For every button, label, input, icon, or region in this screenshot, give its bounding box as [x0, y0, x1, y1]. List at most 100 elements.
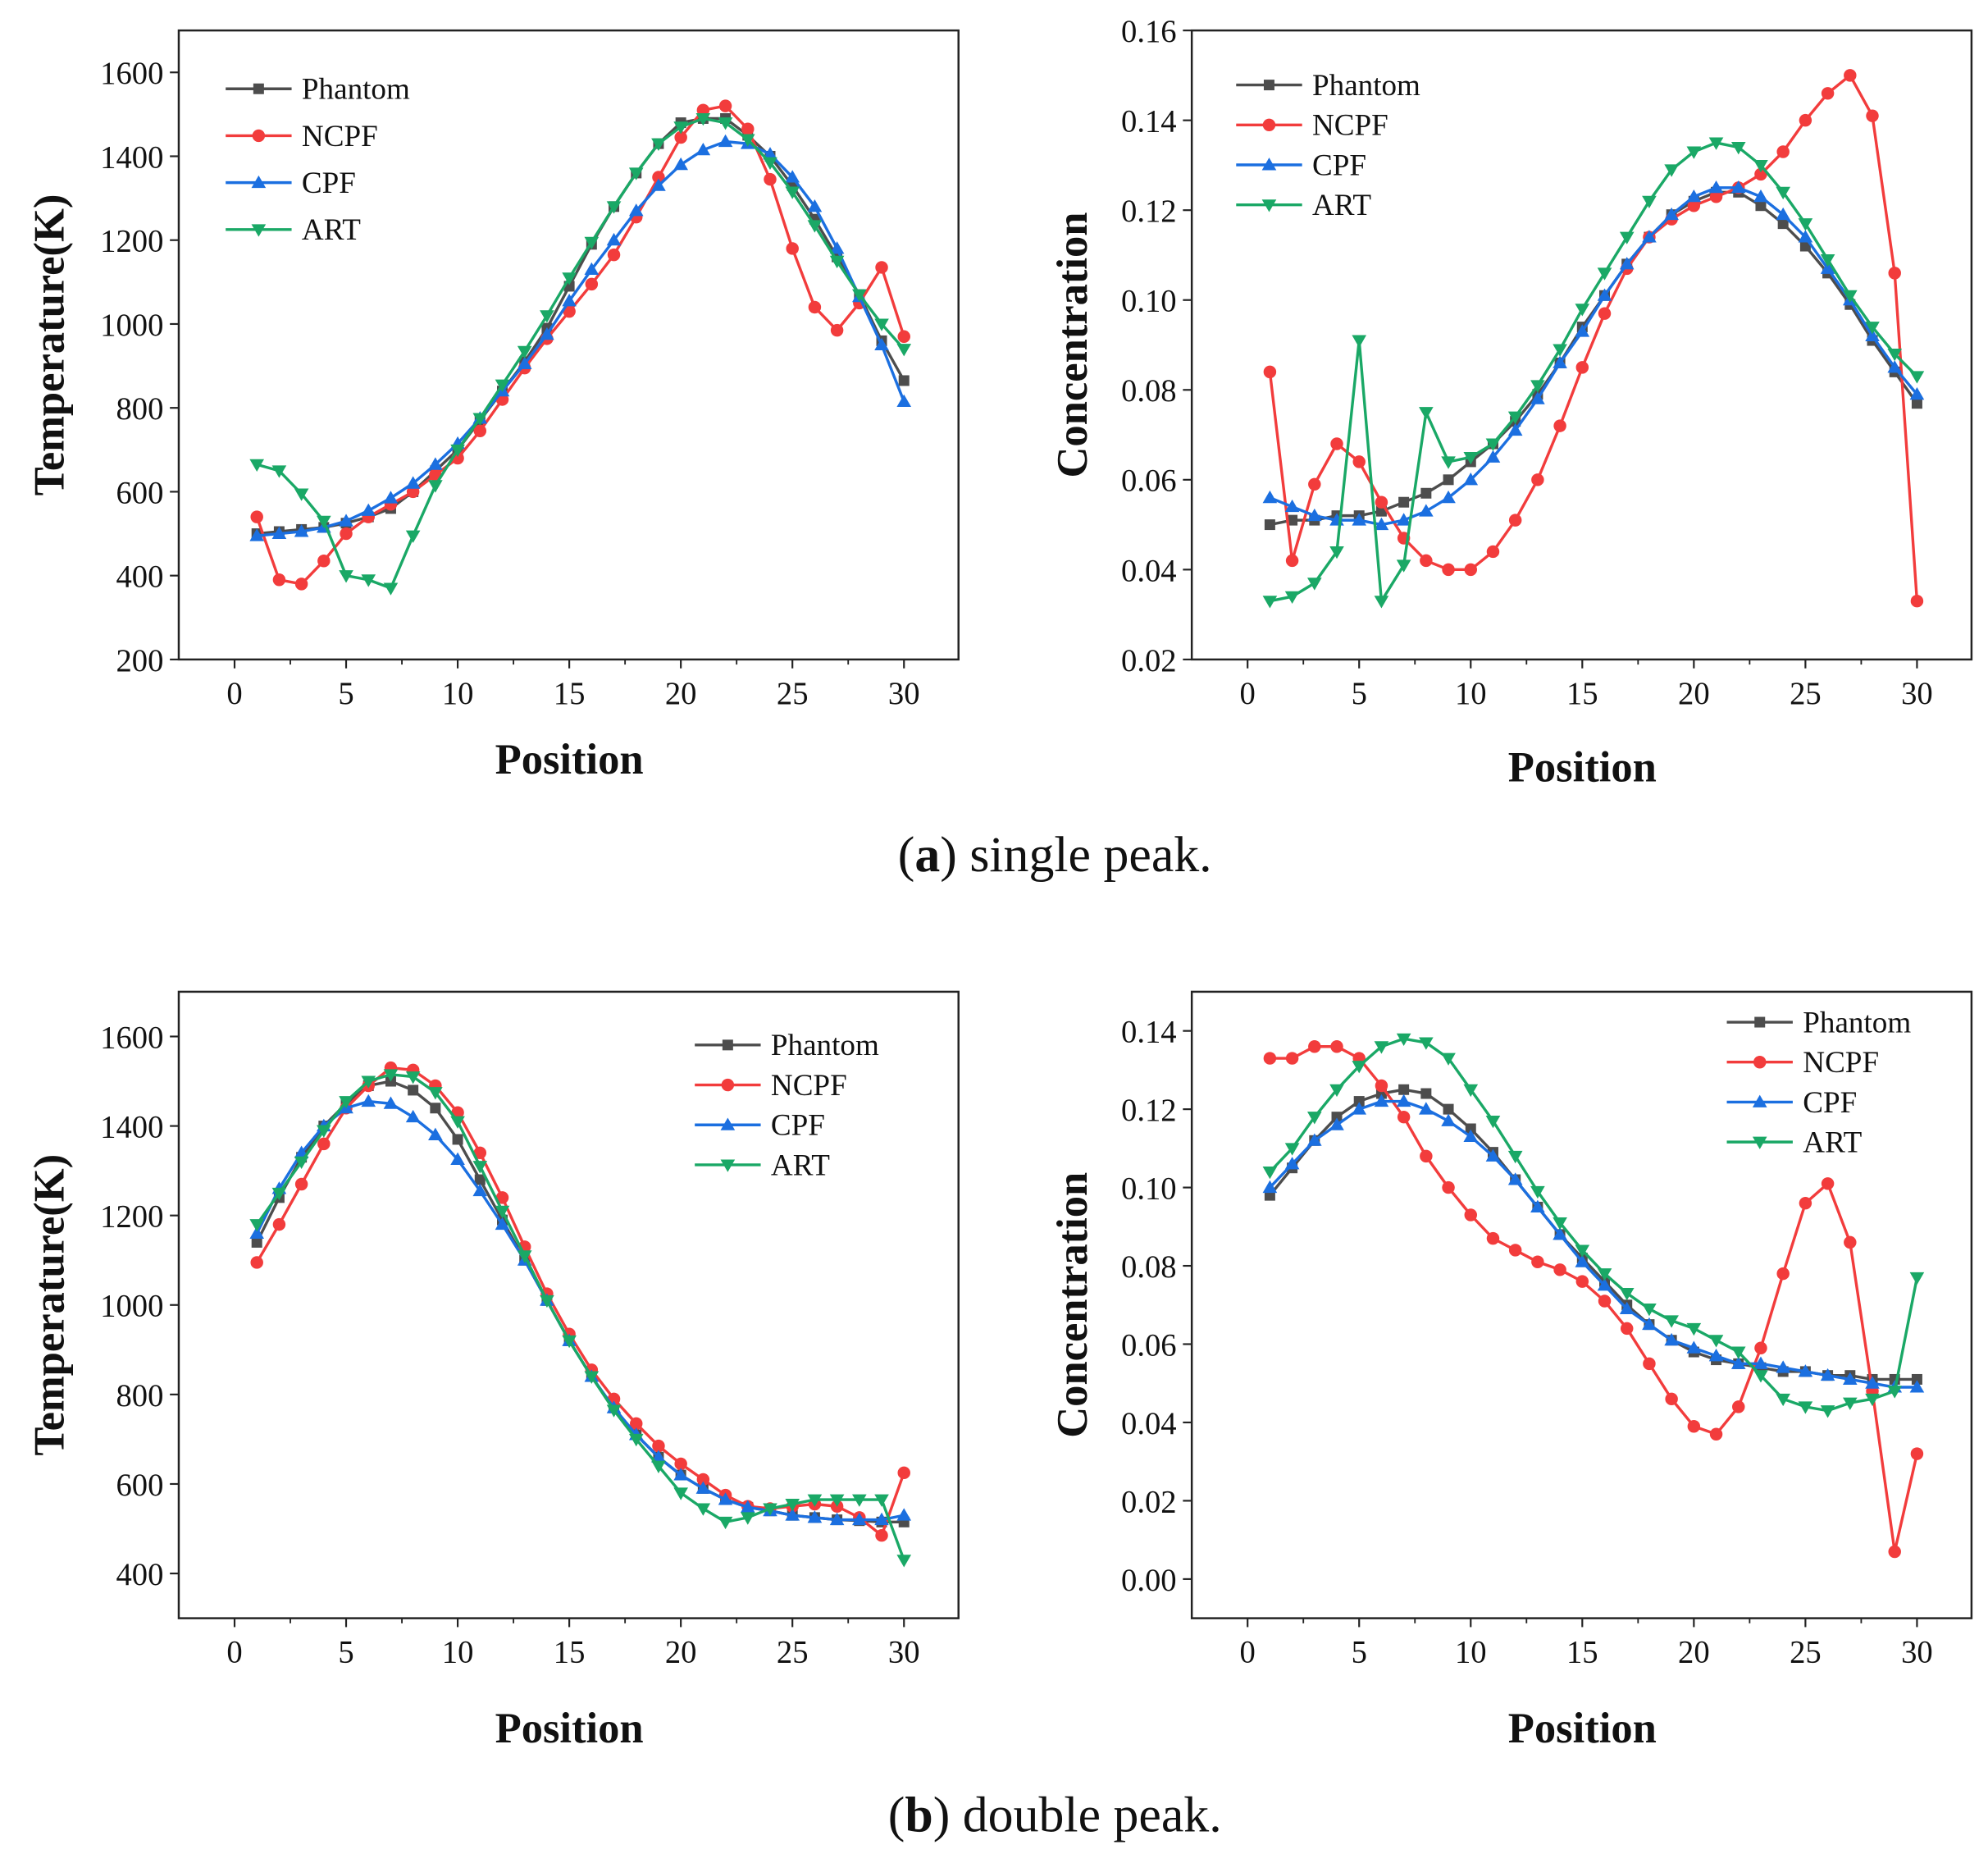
- data-point: [830, 323, 844, 337]
- data-point: [1530, 391, 1545, 404]
- y-tick-label: 1000: [100, 1290, 163, 1324]
- x-axis-label: Position: [1508, 1705, 1657, 1752]
- data-point: [1262, 1180, 1278, 1194]
- data-point: [294, 488, 309, 501]
- data-point: [1799, 1196, 1812, 1210]
- legend-label: Phantom: [1312, 69, 1420, 103]
- data-point: [696, 1473, 710, 1486]
- data-point: [808, 300, 822, 314]
- data-point: [1262, 1166, 1278, 1180]
- data-point: [1374, 596, 1389, 609]
- data-point: [1485, 450, 1501, 463]
- data-point: [495, 1191, 509, 1204]
- data-point: [250, 1256, 263, 1269]
- data-point: [1285, 554, 1299, 568]
- data-point: [785, 1508, 800, 1521]
- y-tick-label: 0.12: [1121, 1094, 1177, 1128]
- data-point: [1284, 1143, 1300, 1156]
- series-art: [249, 1069, 912, 1568]
- data-point: [1708, 137, 1724, 150]
- data-point: [1442, 1180, 1455, 1194]
- legend-marker: [1752, 1094, 1767, 1107]
- y-tick-label: 0.14: [1121, 105, 1177, 139]
- y-tick-label: 0.16: [1121, 15, 1177, 49]
- data-point: [1643, 1357, 1656, 1371]
- data-point: [763, 147, 777, 160]
- y-tick-label: 0.06: [1121, 1328, 1177, 1363]
- y-tick-label: 0.06: [1121, 464, 1177, 499]
- data-point: [1553, 1263, 1566, 1276]
- data-point: [1730, 1356, 1746, 1369]
- x-tick-label: 5: [1352, 677, 1367, 711]
- data-point: [1396, 1033, 1411, 1047]
- data-point: [1575, 1275, 1589, 1288]
- series-ncpf: [1263, 1040, 1924, 1559]
- data-point: [517, 1250, 532, 1263]
- data-point: [1306, 578, 1322, 591]
- x-tick-label: 15: [554, 677, 586, 711]
- data-point: [450, 1152, 465, 1165]
- data-point: [1620, 1322, 1634, 1336]
- data-point: [1507, 1172, 1523, 1185]
- data-point: [896, 344, 912, 357]
- series-line: [257, 139, 905, 537]
- data-point: [249, 1219, 265, 1232]
- x-tick-label: 15: [1566, 1636, 1598, 1670]
- x-tick-label: 30: [888, 1636, 920, 1670]
- data-point: [1820, 261, 1835, 274]
- data-point: [1730, 142, 1746, 155]
- plot-frame: [1190, 29, 1973, 661]
- data-point: [1598, 1295, 1612, 1308]
- data-point: [1352, 513, 1367, 526]
- data-point: [405, 476, 421, 489]
- data-point: [1442, 563, 1455, 577]
- data-point: [1284, 591, 1300, 605]
- data-point: [1419, 1037, 1434, 1050]
- data-point: [852, 1494, 867, 1507]
- data-point: [1306, 508, 1322, 522]
- data-point: [1553, 419, 1566, 432]
- data-point: [250, 510, 263, 523]
- x-tick-label: 0: [226, 1636, 242, 1670]
- data-point: [1264, 519, 1275, 531]
- data-point: [1798, 218, 1813, 231]
- data-point: [829, 1494, 845, 1507]
- data-point: [383, 1096, 399, 1109]
- data-point: [472, 413, 488, 426]
- data-point: [1262, 596, 1278, 609]
- legend-label: Phantom: [1803, 1006, 1911, 1039]
- data-point: [1664, 1315, 1679, 1328]
- data-point: [1463, 451, 1479, 465]
- data-point: [1419, 407, 1434, 420]
- data-point: [651, 1460, 666, 1473]
- x-tick-label: 0: [226, 677, 242, 711]
- data-point: [1374, 1094, 1389, 1107]
- data-point: [1865, 1393, 1880, 1407]
- data-point: [1799, 240, 1811, 252]
- data-point: [740, 1500, 755, 1513]
- data-point: [1329, 1117, 1344, 1130]
- data-point: [272, 1217, 286, 1231]
- data-point: [1865, 328, 1880, 342]
- legend-label: Phantom: [302, 73, 410, 107]
- data-point: [1866, 109, 1879, 122]
- data-point: [1443, 474, 1454, 486]
- data-point: [829, 241, 845, 254]
- y-tick-label: 0.04: [1121, 1407, 1177, 1441]
- data-point: [1597, 1278, 1612, 1291]
- data-point: [1485, 1148, 1501, 1162]
- data-point: [1263, 365, 1277, 379]
- data-point: [1910, 594, 1924, 608]
- y-tick-label: 0.10: [1121, 1171, 1177, 1206]
- data-point: [584, 1371, 600, 1384]
- data-point: [1530, 1185, 1545, 1199]
- data-point: [740, 134, 755, 147]
- data-point: [1507, 411, 1523, 424]
- data-point: [1575, 324, 1590, 337]
- data-point: [874, 337, 889, 351]
- data-point: [630, 1417, 643, 1431]
- data-point: [1575, 1254, 1590, 1267]
- x-tick-label: 10: [1455, 1636, 1487, 1670]
- series-line: [1270, 1045, 1919, 1552]
- data-point: [1776, 1267, 1790, 1281]
